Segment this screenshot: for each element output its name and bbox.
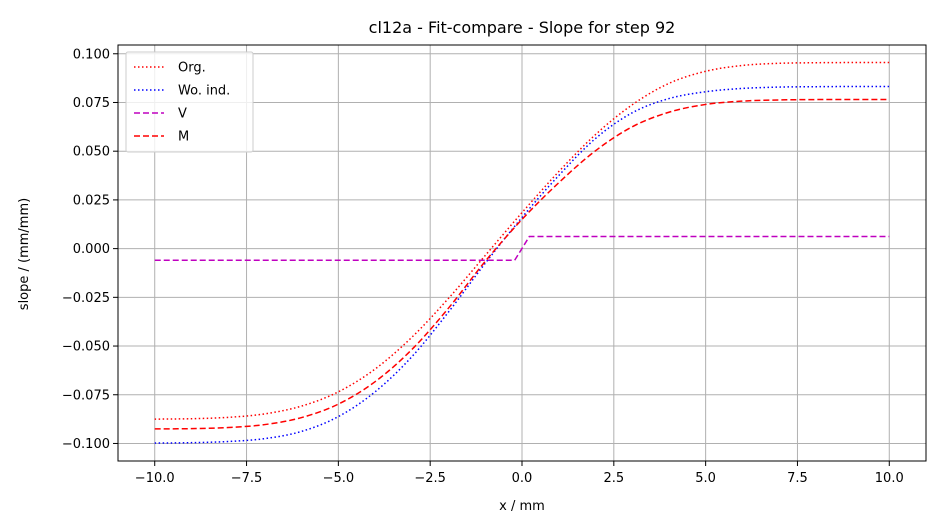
y-tick-label: 0.100	[73, 47, 110, 62]
y-tick-label: −0.100	[62, 437, 110, 452]
x-tick-label: 5.0	[695, 471, 716, 486]
y-tick-label: 0.050	[73, 145, 110, 160]
x-tick-label: −5.0	[323, 471, 355, 486]
series-line-m	[154, 98, 890, 430]
x-tick-label: 0.0	[512, 471, 533, 486]
y-tick-label: −0.025	[62, 291, 110, 306]
axis-ticks: −10.0 −7.5 −5.0 −2.5 0.0 2.5 5.0 7.5 10.0 −0.100 −…	[62, 47, 904, 486]
y-axis-label: slope / (mm/mm)	[17, 198, 32, 310]
y-tick-label: −0.050	[62, 340, 110, 355]
x-tick-label: 2.5	[603, 471, 624, 486]
series-line-wo-ind	[154, 85, 890, 444]
legend-entry-label: Org.	[178, 61, 206, 76]
y-tick-label: 0.000	[73, 242, 110, 257]
legend-entry-label: M	[178, 130, 189, 145]
plot-frame	[117, 44, 927, 462]
x-tick-label: −7.5	[231, 471, 263, 486]
legend-box	[125, 51, 254, 153]
series-line-org	[154, 61, 890, 420]
x-tick-label: 10.0	[875, 471, 904, 486]
x-axis-label: x / mm	[499, 499, 545, 514]
x-tick-label: −10.0	[135, 471, 175, 486]
x-tick-label: 7.5	[787, 471, 808, 486]
series-lines	[154, 61, 890, 444]
y-tick-label: −0.075	[62, 388, 110, 403]
y-tick-label: 0.025	[73, 193, 110, 208]
legend-entry-label: V	[178, 107, 187, 122]
x-tick-label: −2.5	[414, 471, 446, 486]
chart-title: cl12a - Fit-compare - Slope for step 92	[369, 18, 676, 37]
series-line-v	[154, 235, 890, 262]
y-tick-label: 0.075	[73, 96, 110, 111]
legend-entry-label: Wo. ind.	[178, 84, 230, 99]
legend: Org. Wo. ind. VM	[125, 51, 254, 153]
